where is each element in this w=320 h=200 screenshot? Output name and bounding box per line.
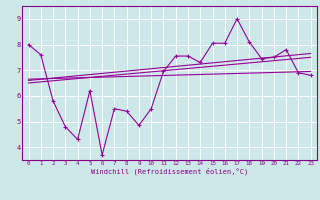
X-axis label: Windchill (Refroidissement éolien,°C): Windchill (Refroidissement éolien,°C)	[91, 168, 248, 175]
